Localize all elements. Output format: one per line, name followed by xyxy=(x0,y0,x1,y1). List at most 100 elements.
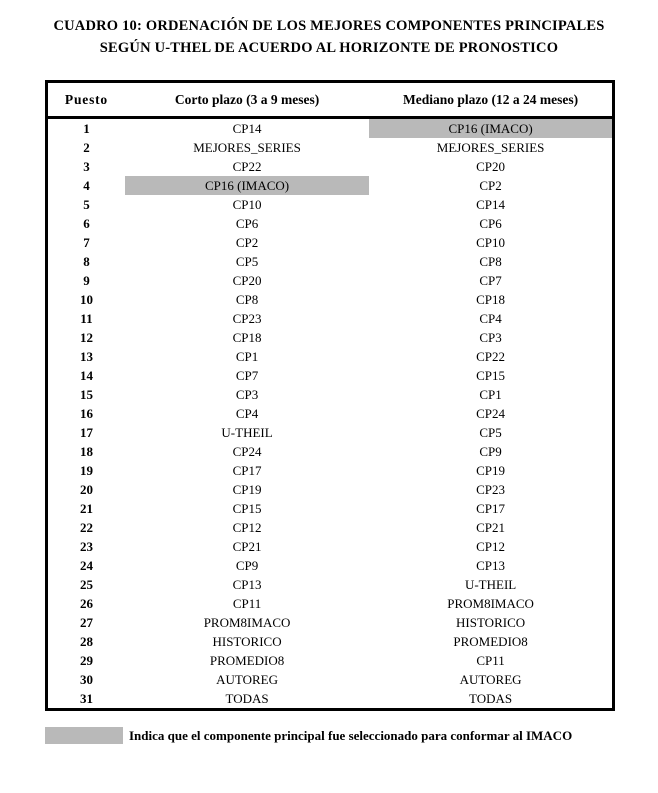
corto-plazo-cell: CP7 xyxy=(235,368,259,383)
table-row: 20 CP19 CP23 xyxy=(47,480,614,499)
corto-plazo-cell: CP3 xyxy=(235,387,259,402)
puesto-cell: 11 xyxy=(80,311,93,326)
corto-plazo-cell: MEJORES_SERIES xyxy=(193,140,301,155)
table-row: 10 CP8 CP18 xyxy=(47,290,614,309)
corto-plazo-cell: HISTORICO xyxy=(212,634,282,649)
table-row: 6 CP6 CP6 xyxy=(47,214,614,233)
title-line-1: CUADRO 10: ORDENACIÓN DE LOS MEJORES COM… xyxy=(53,18,605,34)
corto-plazo-cell: CP6 xyxy=(235,216,259,231)
table-row: 24 CP9 CP13 xyxy=(47,556,614,575)
puesto-cell: 14 xyxy=(79,368,93,383)
table-row: 13 CP1 CP22 xyxy=(47,347,614,366)
puesto-cell: 24 xyxy=(79,558,93,573)
table-row: 1 CP14 CP16 (IMACO) xyxy=(47,117,614,138)
mediano-plazo-cell: TODAS xyxy=(469,691,513,706)
corto-plazo-cell: CP24 xyxy=(232,444,262,459)
mediano-plazo-cell: CP5 xyxy=(479,425,502,440)
table-row: 3 CP22 CP20 xyxy=(47,157,614,176)
corto-plazo-cell: CP4 xyxy=(235,406,259,421)
ranking-table: Puesto Corto plazo (3 a 9 meses) Mediano… xyxy=(45,80,615,711)
corto-plazo-cell: PROMEDIO8 xyxy=(209,653,285,668)
puesto-cell: 23 xyxy=(79,539,93,554)
mediano-plazo-cell: CP8 xyxy=(479,254,502,269)
puesto-cell: 22 xyxy=(79,520,93,535)
highlight-swatch xyxy=(45,727,123,744)
mediano-plazo-cell: CP4 xyxy=(479,311,502,326)
puesto-cell: 13 xyxy=(79,349,93,364)
mediano-plazo-cell: CP16 (IMACO) xyxy=(369,117,614,138)
mediano-plazo-cell: PROMEDIO8 xyxy=(453,634,528,649)
mediano-plazo-cell: U-THEIL xyxy=(464,577,517,592)
puesto-cell: 30 xyxy=(79,672,93,687)
table-row: 21 CP15 CP17 xyxy=(47,499,614,518)
table-body: 1 CP14 CP16 (IMACO) 2 MEJORES_SERIES MEJ… xyxy=(47,117,614,710)
table-row: 16 CP4 CP24 xyxy=(47,404,614,423)
corto-plazo-cell: CP20 xyxy=(232,273,262,288)
corto-plazo-cell: CP13 xyxy=(232,577,262,592)
puesto-cell: 9 xyxy=(83,273,90,288)
mediano-plazo-cell: CP3 xyxy=(479,330,502,345)
corto-plazo-cell: CP8 xyxy=(235,292,259,307)
mediano-plazo-cell: CP23 xyxy=(476,482,506,497)
corto-plazo-cell: CP5 xyxy=(235,254,259,269)
corto-plazo-cell: CP14 xyxy=(232,121,262,136)
table-row: 17 U-THEIL CP5 xyxy=(47,423,614,442)
table-row: 29 PROMEDIO8 CP11 xyxy=(47,651,614,670)
puesto-cell: 26 xyxy=(79,596,93,611)
puesto-cell: 1 xyxy=(83,121,90,136)
mediano-plazo-cell: CP24 xyxy=(476,406,506,421)
mediano-plazo-cell: CP17 xyxy=(476,501,506,516)
table-row: 8 CP5 CP8 xyxy=(47,252,614,271)
puesto-cell: 31 xyxy=(79,691,93,706)
corto-plazo-cell: CP10 xyxy=(232,197,262,212)
corto-plazo-cell: CP11 xyxy=(232,596,262,611)
mediano-plazo-cell: CP18 xyxy=(476,292,506,307)
corto-plazo-cell: CP21 xyxy=(232,539,262,554)
corto-plazo-cell: U-THEIL xyxy=(221,425,273,440)
mediano-plazo-cell: CP6 xyxy=(479,216,502,231)
puesto-cell: 12 xyxy=(79,330,93,345)
table-row: 30 AUTOREG AUTOREG xyxy=(47,670,614,689)
corto-plazo-cell: CP23 xyxy=(232,311,262,326)
corto-plazo-cell: CP9 xyxy=(235,558,259,573)
mediano-plazo-cell: CP14 xyxy=(476,197,506,212)
table-row: 2 MEJORES_SERIES MEJORES_SERIES xyxy=(47,138,614,157)
puesto-cell: 4 xyxy=(83,178,90,193)
corto-plazo-cell: CP16 (IMACO) xyxy=(124,176,370,195)
mediano-plazo-cell: MEJORES_SERIES xyxy=(436,140,545,155)
corto-plazo-cell: CP12 xyxy=(232,520,262,535)
corto-plazo-cell: AUTOREG xyxy=(216,672,278,687)
mediano-plazo-cell: CP10 xyxy=(476,235,506,250)
legend: Indica que el componente principal fue s… xyxy=(45,727,658,744)
puesto-cell: 19 xyxy=(79,463,93,478)
mediano-plazo-cell: CP11 xyxy=(476,653,505,668)
table-head: Puesto Corto plazo (3 a 9 meses) Mediano… xyxy=(46,81,614,119)
mediano-plazo-cell: CP12 xyxy=(476,539,506,554)
header-corto-plazo: Corto plazo (3 a 9 meses) xyxy=(124,81,370,119)
corto-plazo-cell: CP2 xyxy=(235,235,259,250)
corto-plazo-cell: TODAS xyxy=(225,691,269,706)
mediano-plazo-cell: CP2 xyxy=(479,178,502,193)
mediano-plazo-cell: CP9 xyxy=(479,444,502,459)
header-row: Puesto Corto plazo (3 a 9 meses) Mediano… xyxy=(46,81,614,119)
table-row: 28 HISTORICO PROMEDIO8 xyxy=(47,632,614,651)
table-row: 27 PROM8IMACO HISTORICO xyxy=(47,613,614,632)
table-row: 25 CP13 U-THEIL xyxy=(47,575,614,594)
puesto-cell: 25 xyxy=(79,577,93,592)
mediano-plazo-cell: HISTORICO xyxy=(456,615,526,630)
puesto-cell: 5 xyxy=(83,197,90,212)
title-line-2: SEGÚN U-THEL DE ACUERDO AL HORIZONTE DE … xyxy=(99,40,559,56)
table-row: 14 CP7 CP15 xyxy=(47,366,614,385)
puesto-cell: 27 xyxy=(79,615,93,630)
table-row: 12 CP18 CP3 xyxy=(47,328,614,347)
puesto-cell: 18 xyxy=(79,444,93,459)
header-mediano-plazo: Mediano plazo (12 a 24 meses) xyxy=(369,81,614,119)
puesto-cell: 2 xyxy=(83,140,90,155)
mediano-plazo-cell: CP15 xyxy=(476,368,506,383)
table-row: 15 CP3 CP1 xyxy=(47,385,614,404)
table-row: 19 CP17 CP19 xyxy=(47,461,614,480)
mediano-plazo-cell: AUTOREG xyxy=(459,672,522,687)
puesto-cell: 28 xyxy=(79,634,93,649)
puesto-cell: 8 xyxy=(83,254,90,269)
table-row: 4 CP16 (IMACO) CP2 xyxy=(47,176,614,195)
